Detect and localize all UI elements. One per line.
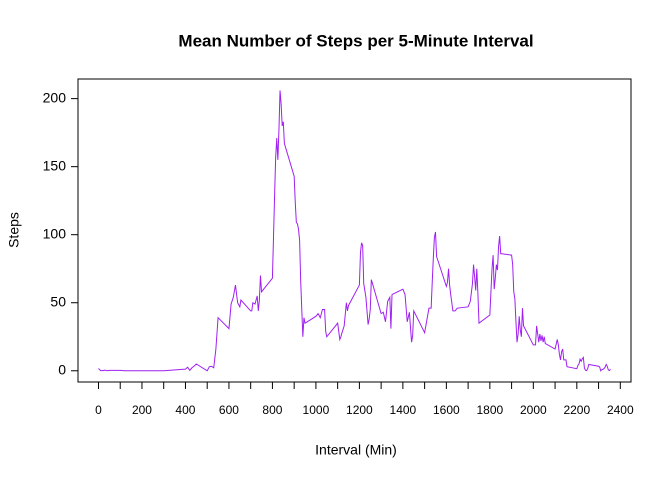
y-tick-label: 0 bbox=[58, 361, 66, 377]
x-tick-label: 2200 bbox=[563, 403, 590, 417]
data-line bbox=[98, 90, 611, 372]
x-tick-label: 1800 bbox=[476, 403, 503, 417]
y-tick-label: 200 bbox=[43, 89, 67, 105]
x-tick-label: 600 bbox=[219, 403, 239, 417]
x-tick-label: 1000 bbox=[303, 403, 330, 417]
x-tick-label: 1200 bbox=[346, 403, 373, 417]
x-tick-label: 200 bbox=[132, 403, 152, 417]
y-axis-label: Steps bbox=[6, 212, 22, 248]
x-tick-label: 1600 bbox=[433, 403, 460, 417]
x-tick-label: 400 bbox=[175, 403, 195, 417]
x-tick-label: 2000 bbox=[520, 403, 547, 417]
chart-title: Mean Number of Steps per 5-Minute Interv… bbox=[178, 31, 533, 50]
x-tick-label: 1400 bbox=[390, 403, 417, 417]
x-axis-label: Interval (Min) bbox=[315, 442, 397, 458]
y-tick-label: 100 bbox=[43, 225, 67, 241]
x-tick-label: 2400 bbox=[607, 403, 634, 417]
x-tick-label: 800 bbox=[262, 403, 282, 417]
x-tick-label: 0 bbox=[95, 403, 102, 417]
y-tick-label: 50 bbox=[50, 293, 66, 309]
y-tick-label: 150 bbox=[43, 157, 67, 173]
